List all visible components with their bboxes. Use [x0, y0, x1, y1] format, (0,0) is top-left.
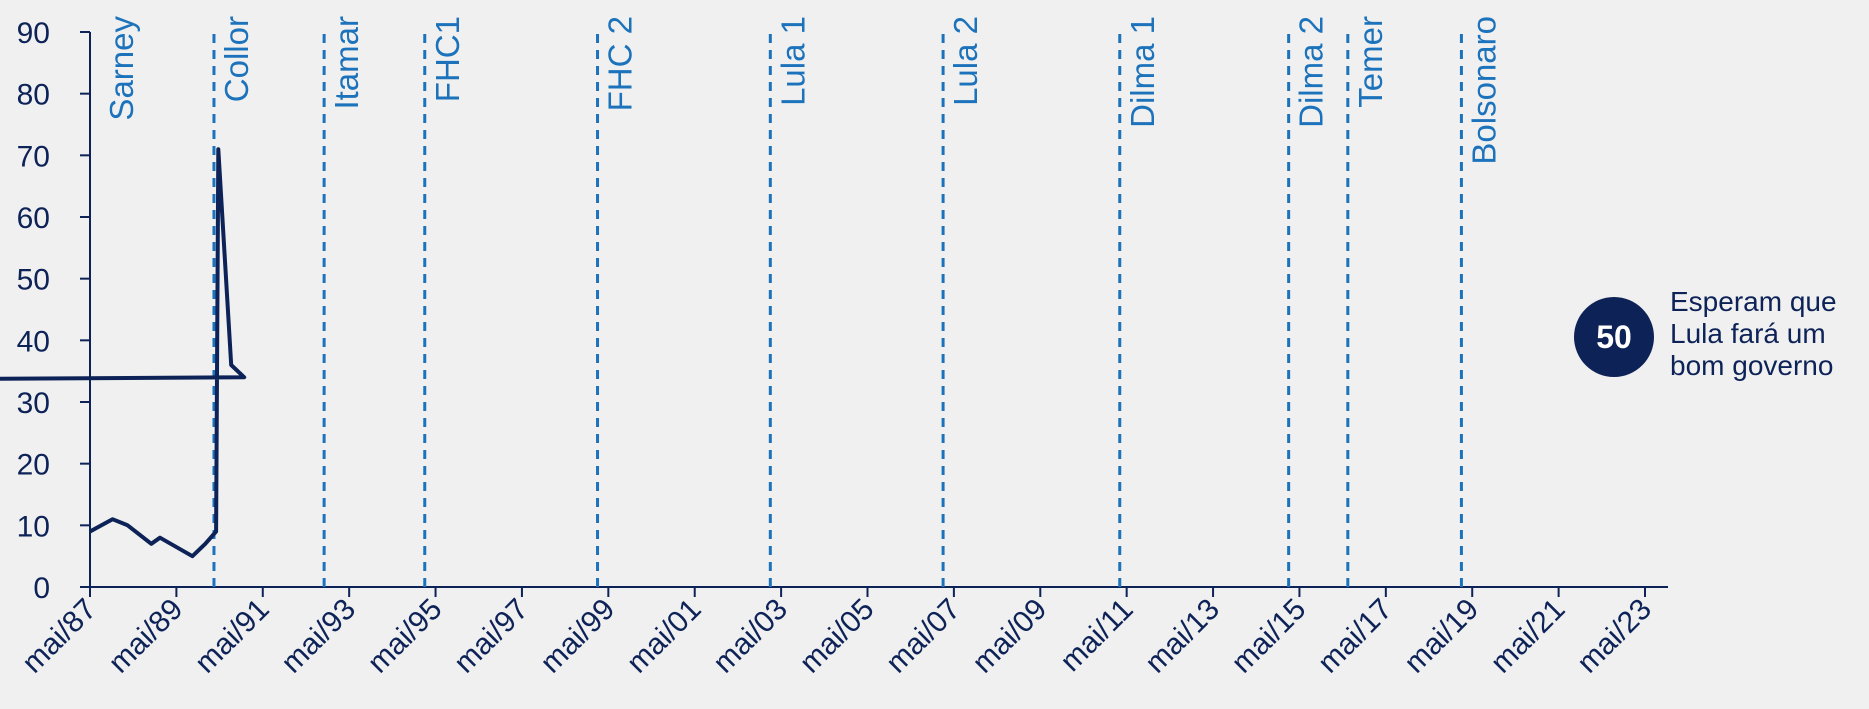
x-tick-label: mai/15: [1225, 593, 1312, 680]
period-label: Temer: [1352, 16, 1389, 108]
callout-line-3: bom governo: [1670, 350, 1833, 381]
y-tick-label: 40: [17, 325, 50, 358]
value-badge: [1574, 297, 1654, 377]
x-tick-label: mai/99: [534, 593, 621, 680]
y-tick-label: 90: [17, 17, 50, 50]
period-label: Itamar: [328, 16, 365, 110]
period-label: Sarney: [103, 16, 140, 121]
x-tick-label: mai/03: [707, 593, 794, 680]
x-tick-label: mai/05: [793, 593, 880, 680]
y-axis: 0 10 20 30 40 50 60 70 80 90: [17, 17, 91, 605]
period-label: Bolsonaro: [1465, 16, 1502, 165]
x-axis: mai/87 mai/89 mai/91 mai/93 mai/95 mai/97 mai/…: [16, 586, 1668, 680]
period-label: FHC1: [429, 16, 466, 102]
x-tick-label: mai/93: [275, 593, 362, 680]
callout: 50 Esperam que Lula fará um bom governo: [1574, 286, 1837, 381]
x-tick-label: mai/11: [1054, 593, 1139, 678]
period-label: Lula 1: [774, 16, 811, 106]
period-label: Dilma 2: [1293, 16, 1330, 128]
period-label: Collor: [218, 16, 255, 102]
x-tick-label: mai/89: [102, 593, 189, 680]
x-tick-label: mai/17: [1312, 593, 1399, 680]
y-tick-label: 60: [17, 202, 50, 235]
period-label: Lula 2: [947, 16, 984, 106]
x-tick-label: mai/19: [1398, 593, 1485, 680]
y-tick-label: 80: [17, 79, 50, 112]
x-tick-label: mai/09: [966, 593, 1053, 680]
series-line: [0, 147, 247, 559]
period-markers: Sarney Collor Itamar FHC1 FHC 2 Lula 1 Lula 2 D…: [103, 16, 1502, 587]
x-tick-label: mai/07: [880, 593, 967, 680]
period-label: FHC 2: [602, 16, 639, 111]
y-tick-label: 10: [17, 510, 50, 543]
x-tick-label: mai/21: [1485, 593, 1572, 680]
x-tick-label: mai/91: [189, 593, 276, 680]
y-tick-label: 50: [17, 264, 50, 297]
y-tick-label: 70: [17, 140, 50, 173]
x-tick-label: mai/23: [1571, 593, 1658, 680]
x-tick-label: mai/13: [1139, 593, 1226, 680]
y-tick-label: 0: [33, 572, 50, 605]
y-tick-label: 30: [17, 387, 50, 420]
x-tick-label: mai/87: [16, 593, 103, 680]
callout-line-1: Esperam que: [1670, 286, 1837, 317]
period-label: Dilma 1: [1124, 16, 1161, 128]
callout-line-2: Lula fará um: [1670, 318, 1826, 349]
value-badge-label: 50: [1596, 319, 1632, 355]
x-tick-label: mai/97: [448, 593, 535, 680]
y-tick-label: 20: [17, 449, 50, 482]
x-tick-label: mai/95: [361, 593, 448, 680]
x-tick-label: mai/01: [621, 593, 708, 680]
